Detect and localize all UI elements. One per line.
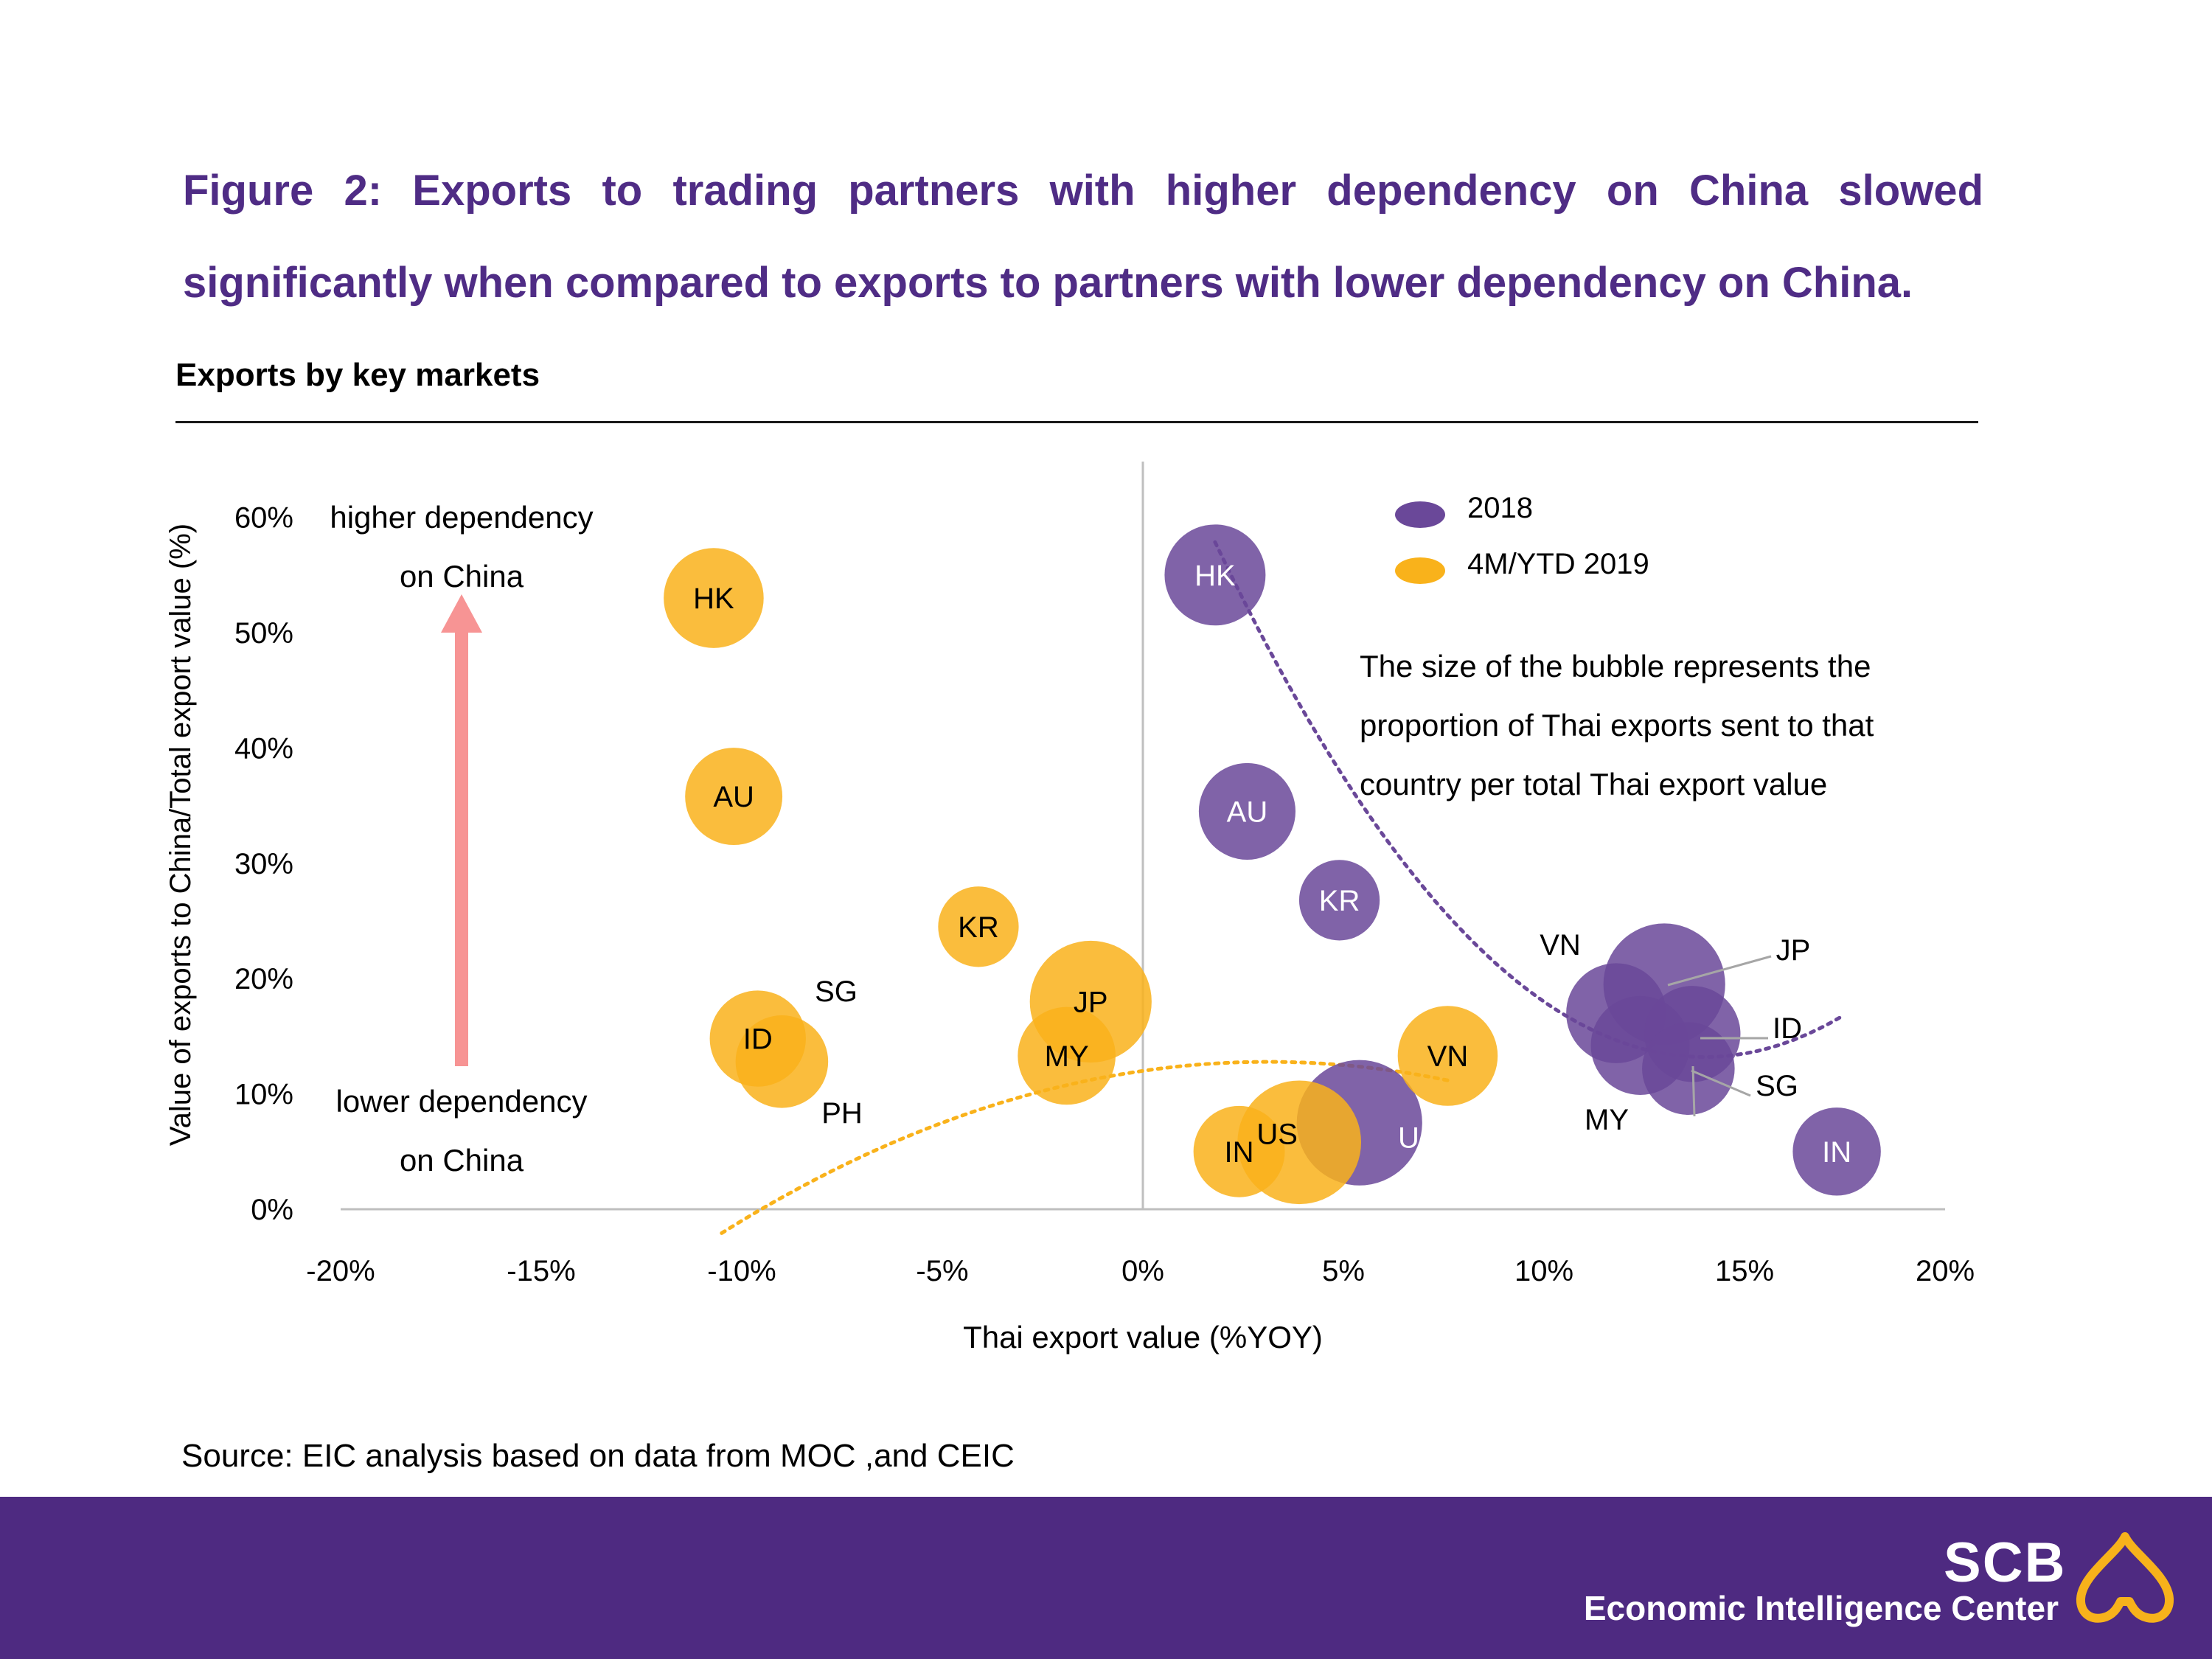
bubble-label: VN (1540, 929, 1581, 961)
callout-line (1667, 955, 1772, 987)
dependency-arrow-head-icon (441, 594, 482, 633)
bubble-label: PH (821, 1097, 863, 1130)
y-axis-title: Value of exports to China/Total export v… (164, 524, 197, 1146)
bubble-label: US (1256, 1118, 1298, 1150)
bubble-label: HK (693, 582, 734, 615)
trendline (1213, 540, 1843, 1060)
x-tick-label: -10% (707, 1255, 776, 1287)
dependency-arrow-shaft (455, 625, 468, 1066)
y-tick-label: 50% (234, 617, 293, 650)
x-tick-label: 15% (1715, 1255, 1774, 1287)
title-divider (175, 421, 1978, 423)
bubble (1198, 762, 1296, 860)
legend-label: 2018 (1467, 492, 1533, 524)
bubble (1164, 524, 1266, 626)
bubble-label: ID (743, 1023, 773, 1056)
bubble-label: HK (1194, 560, 1236, 592)
chart-annotations: The size of the bubble represents the pro… (330, 500, 1874, 1178)
lower-dependency-label: on China (400, 1143, 524, 1178)
figure-title: Figure 2: Exports to trading partners wi… (183, 145, 1983, 329)
bubble-label: US (1398, 1122, 1439, 1155)
bubble (664, 548, 764, 648)
figure-title-line-1: Figure 2: Exports to trading partners wi… (183, 167, 1983, 215)
bubble-label: VN (1427, 1040, 1469, 1073)
bubble-label: IN (1822, 1136, 1851, 1169)
y-tick-label: 40% (234, 732, 293, 765)
x-axis-title: Thai export value (%YOY) (963, 1320, 1323, 1354)
bubble-label: AU (713, 781, 754, 813)
bubble-label: KR (958, 911, 999, 944)
bubble-label: JP (1074, 986, 1108, 1018)
source-note: Source: EIC analysis based on data from … (181, 1438, 1015, 1474)
x-tick-label: 10% (1514, 1255, 1573, 1287)
x-tick-label: -15% (507, 1255, 575, 1287)
bubble-label: IN (1225, 1136, 1254, 1169)
bubble (1642, 1022, 1735, 1115)
legend-swatch (1395, 501, 1445, 528)
bubble (938, 886, 1019, 967)
bubble-size-note: proportion of Thai exports sent to that (1360, 708, 1874, 742)
bubble-label: AU (1227, 796, 1268, 828)
callout-line (1691, 1069, 1751, 1097)
footer-bar (0, 1497, 2212, 1659)
x-tick-label: 5% (1322, 1255, 1365, 1287)
brand-subtitle: Economic Intelligence Center (1583, 1589, 2059, 1627)
bubbles (664, 524, 1881, 1205)
higher-dependency-label: higher dependency (330, 500, 593, 535)
x-tick-label: -5% (916, 1255, 968, 1287)
higher-dependency-label: on China (400, 559, 524, 594)
bubble-chart: -20% -15% -10% -5% 0% 5% 10% 15% 20% 0% 10% 20% 30% 4… (164, 462, 1975, 1354)
bubble (1397, 1006, 1498, 1106)
y-tick-label: 20% (234, 963, 293, 995)
x-tick-label: -20% (306, 1255, 375, 1287)
chart-axes: -20% -15% -10% -5% 0% 5% 10% 15% 20% 0% 10% 20% 30% 4… (164, 462, 1975, 1354)
chart-title: Exports by key markets (175, 357, 540, 393)
y-tick-label: 0% (251, 1194, 293, 1226)
bubble (1298, 860, 1380, 941)
bubble-size-note: The size of the bubble represents the (1360, 649, 1871, 684)
callout-lines (1667, 955, 1772, 1117)
legend-label: 4M/YTD 2019 (1467, 548, 1649, 580)
bubble (685, 748, 783, 846)
legend-swatch (1395, 557, 1445, 584)
y-tick-label: 60% (234, 502, 293, 535)
callout-line (1691, 1065, 1696, 1117)
bubble-size-note: country per total Thai export value (1360, 767, 1827, 801)
chart-legend: 2018 4M/YTD 2019 (1395, 492, 1649, 584)
y-tick-label: 30% (234, 848, 293, 880)
bubble-label: MY (1585, 1104, 1629, 1136)
x-tick-label: 0% (1121, 1255, 1164, 1287)
lower-dependency-label: lower dependency (336, 1084, 588, 1119)
figure-title-line-2: significantly when compared to exports t… (183, 259, 1913, 307)
bubble-label: JP (1776, 934, 1811, 967)
bubble (1792, 1107, 1881, 1196)
bubble (1193, 1105, 1285, 1197)
bubble (735, 1015, 829, 1108)
brand-name: SCB (1944, 1531, 2067, 1594)
bubble-label: MY (1045, 1040, 1089, 1073)
bubble-labels: US JP HK AU VN MY ID IN PH KR US JP HK AU VN MY ID SG IN KR… (693, 560, 1851, 1169)
bubble-label-sg-2019: SG (815, 975, 858, 1008)
bubble-label: KR (1319, 885, 1360, 917)
x-tick-label: 20% (1916, 1255, 1975, 1287)
bubble-label: SG (1756, 1070, 1798, 1102)
bubble (1018, 1006, 1116, 1105)
scb-logo-icon (2076, 1532, 2174, 1623)
y-tick-label: 10% (234, 1079, 293, 1111)
bubble-label: ID (1773, 1012, 1802, 1045)
